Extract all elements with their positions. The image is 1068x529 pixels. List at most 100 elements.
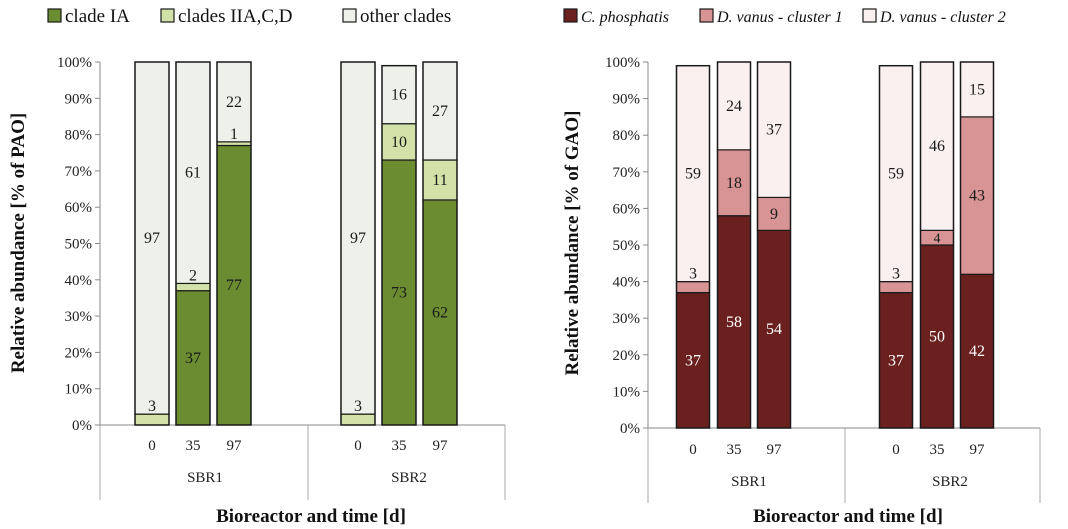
y-tick-label: 70% <box>613 165 641 181</box>
x-tick-label: 97 <box>227 438 243 454</box>
x-tick-label: 0 <box>892 442 900 458</box>
data-label: 97 <box>144 230 160 247</box>
bar-segment <box>675 65 711 283</box>
bar-segment <box>716 215 752 429</box>
y-tick-label: 10% <box>613 384 641 400</box>
bar-outline <box>134 61 170 426</box>
y-tick-label: 60% <box>65 200 93 216</box>
bar-segment <box>878 281 914 294</box>
data-label: 43 <box>969 188 985 205</box>
y-tick-label: 60% <box>613 201 641 217</box>
y-tick-label: 90% <box>613 92 641 108</box>
bar-segment <box>675 281 711 294</box>
y-tick-label: 100% <box>605 55 640 71</box>
data-label: 16 <box>391 87 407 104</box>
bar-segment <box>756 229 792 429</box>
x-group-label: SBR1 <box>731 474 767 490</box>
data-label: 22 <box>226 94 242 111</box>
data-label: 54 <box>766 321 782 338</box>
data-label: 61 <box>185 165 201 182</box>
legend-swatch <box>47 8 62 23</box>
data-label: 2 <box>189 267 197 284</box>
legend-swatch <box>563 8 578 23</box>
legend-swatch <box>699 8 714 23</box>
legend-label: clade IA <box>65 6 130 27</box>
data-label: 46 <box>929 138 945 155</box>
legend-swatch <box>862 8 877 23</box>
x-tick-label: 35 <box>930 442 945 458</box>
y-tick-label: 30% <box>65 309 93 325</box>
bar-outline <box>959 61 995 429</box>
y-tick-label: 80% <box>65 128 93 144</box>
data-label: 3 <box>689 266 697 283</box>
y-tick-label: 40% <box>65 273 93 289</box>
y-tick-label: 50% <box>613 238 641 254</box>
data-label: 1 <box>230 126 238 143</box>
data-label: 37 <box>185 350 201 367</box>
legend-swatch <box>342 8 357 23</box>
gao-chart: 0%10%20%30%40%50%60%70%80%90%100%3735958… <box>562 8 1041 527</box>
bar-outline <box>919 61 955 429</box>
x-tick-label: 35 <box>186 438 201 454</box>
data-label: 18 <box>726 175 742 192</box>
data-label: 3 <box>354 398 362 415</box>
data-label: 37 <box>685 352 701 369</box>
data-label: 9 <box>770 206 778 223</box>
x-tick-label: 97 <box>767 442 783 458</box>
data-label: 10 <box>391 134 407 151</box>
bar-outline <box>422 61 458 426</box>
bar-outline <box>381 64 417 426</box>
data-label: 24 <box>726 98 742 115</box>
y-tick-label: 0% <box>620 421 640 437</box>
bar-outline <box>216 61 252 426</box>
legend-swatch <box>160 8 175 23</box>
legend-label: C. phosphatis <box>581 9 669 26</box>
bar-segment <box>175 282 211 292</box>
bar-segment <box>919 61 955 231</box>
bar-outline <box>675 64 711 429</box>
y-tick-label: 80% <box>613 128 641 144</box>
y-tick-label: 100% <box>57 55 92 71</box>
bar-outline <box>878 64 914 429</box>
bar-segment <box>878 291 914 429</box>
data-label: 37 <box>766 122 782 139</box>
bar-segment <box>422 199 458 426</box>
y-tick-label: 70% <box>65 164 93 180</box>
bar-segment <box>134 61 170 415</box>
legend-label: D. vanus - cluster 1 <box>716 9 843 26</box>
bar-segment <box>756 61 792 199</box>
bar-outline <box>340 61 376 426</box>
pao-chart: 0% 10% 20% 30% 40% 50% 60% 70% 80% 90% 100% 3 97 37 2 6… <box>8 6 506 527</box>
x-axis-title: Bioreactor and time [d] <box>216 506 406 527</box>
bar-segment <box>716 61 752 151</box>
data-label: 4 <box>934 232 941 247</box>
data-label: 62 <box>432 304 448 321</box>
bar-outline <box>175 61 211 426</box>
y-tick-label: 50% <box>65 237 93 253</box>
x-group-label: SBR1 <box>187 470 223 486</box>
data-label: 15 <box>969 81 985 98</box>
bar-segment <box>756 196 792 231</box>
x-tick-label: 0 <box>689 442 697 458</box>
data-label: 77 <box>226 277 242 294</box>
x-tick-label: 97 <box>433 438 449 454</box>
x-group-label: SBR2 <box>391 470 427 486</box>
bar-segment <box>675 291 711 429</box>
y-axis-title: Relative abundance [% of PAO] <box>8 113 29 373</box>
x-tick-label: 97 <box>970 442 986 458</box>
legend-label: D. vanus - cluster 2 <box>879 9 1006 26</box>
data-label: 3 <box>148 398 156 415</box>
y-axis-title: Relative abundance [% of GAO] <box>562 111 583 376</box>
x-tick-label: 0 <box>354 438 362 454</box>
x-tick-label: 0 <box>148 438 156 454</box>
data-label: 58 <box>726 314 742 331</box>
x-axis-title: Bioreactor and time [d] <box>753 506 943 527</box>
y-tick-label: 90% <box>65 91 93 107</box>
y-tick-label: 20% <box>65 345 93 361</box>
data-label: 97 <box>350 230 366 247</box>
data-label: 42 <box>969 343 985 360</box>
data-label: 11 <box>432 172 447 189</box>
data-label: 37 <box>888 352 904 369</box>
data-label: 3 <box>892 266 900 283</box>
bar-segment <box>175 61 211 285</box>
